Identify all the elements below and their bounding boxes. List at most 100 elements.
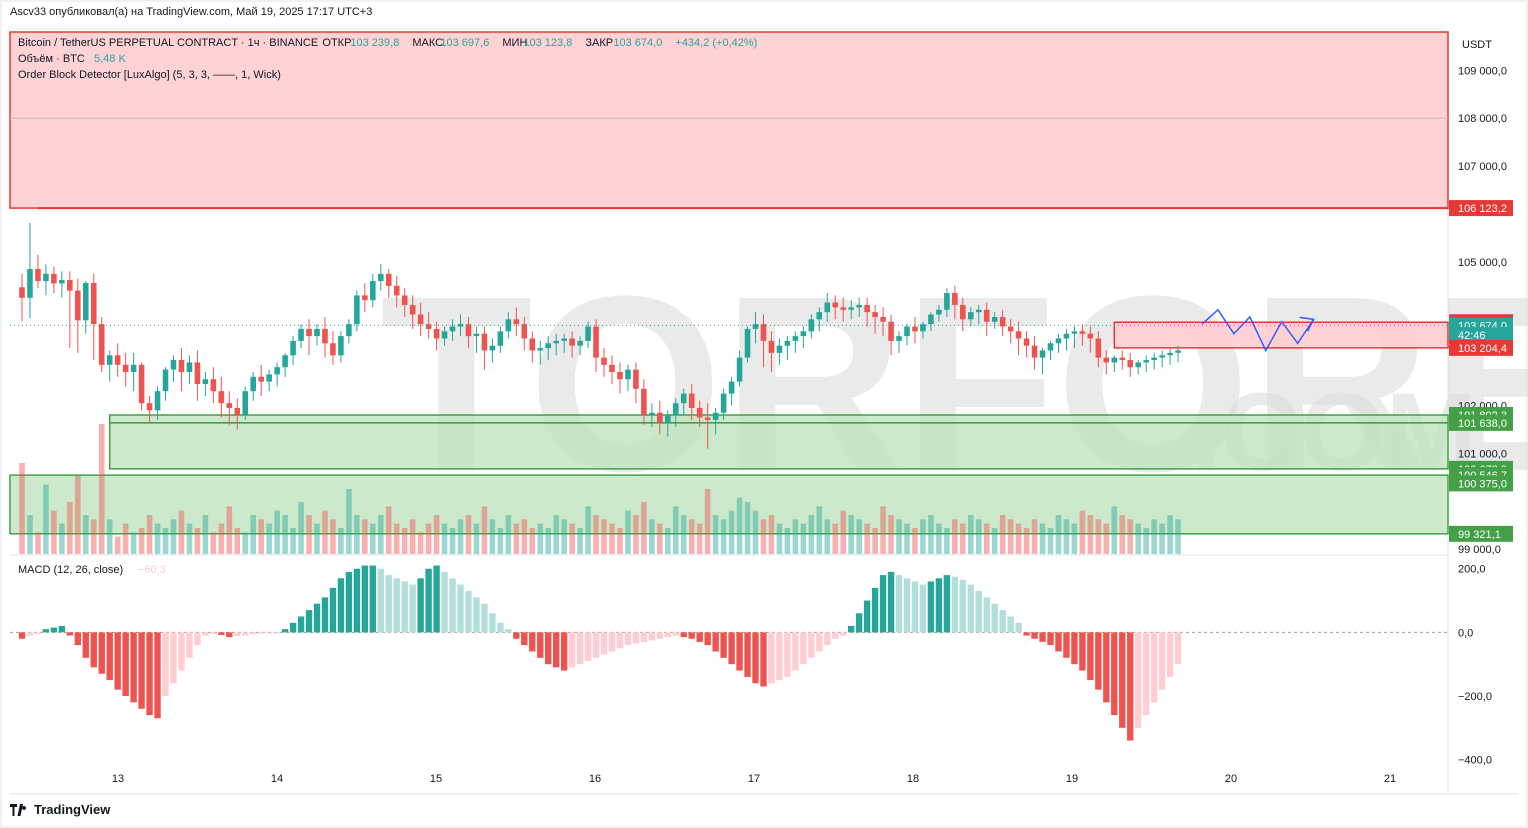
macd-histogram-bar <box>895 575 903 633</box>
volume-bar <box>601 519 607 554</box>
candle-body <box>808 319 815 332</box>
macd-histogram-bar <box>553 632 560 668</box>
volume-bar <box>840 510 847 554</box>
macd-histogram-bar <box>521 632 528 646</box>
candle-body <box>282 355 288 368</box>
volume-bar <box>433 515 440 554</box>
volume-bar <box>75 476 81 554</box>
price-tick-label: 107 000,0 <box>1458 161 1507 173</box>
macd-histogram-bar <box>919 584 927 633</box>
volume-bar <box>210 532 217 554</box>
macd-histogram-bar <box>688 632 695 639</box>
macd-histogram-bar <box>927 581 935 633</box>
macd-histogram-bar <box>1047 632 1054 646</box>
volume-bar <box>1151 519 1157 554</box>
tradingview-logo-icon <box>10 803 27 816</box>
candle-body <box>1031 345 1038 358</box>
macd-histogram-bar <box>1055 632 1062 652</box>
volume-bar <box>649 519 655 554</box>
candle-body <box>19 287 25 298</box>
macd-histogram-bar <box>680 632 687 638</box>
macd-histogram-bar <box>832 632 839 639</box>
macd-histogram-bar <box>1031 632 1038 639</box>
macd-histogram-bar <box>337 578 345 633</box>
volume-bar <box>577 528 583 554</box>
candle-body <box>760 324 767 341</box>
volume-bar <box>59 523 65 554</box>
candle-body <box>704 417 711 420</box>
tradingview-footer[interactable]: TradingView <box>10 802 110 817</box>
macd-histogram-bar <box>186 632 193 658</box>
macd-histogram-bar <box>776 632 783 681</box>
candle-body <box>98 324 105 365</box>
macd-histogram-bar <box>1103 632 1110 703</box>
price-label-badge <box>1449 414 1513 431</box>
macd-histogram-bar <box>513 632 520 639</box>
legend: Bitcoin / TetherUS PERPETUAL CONTRACT · … <box>18 37 757 576</box>
volume-bar <box>497 528 504 554</box>
macd-histogram-bar <box>712 632 719 652</box>
volume-bar <box>298 502 304 554</box>
candle-body <box>1007 326 1014 332</box>
volume-bar <box>864 523 870 554</box>
candle-body <box>1159 355 1165 358</box>
candle-body <box>888 321 894 341</box>
volume-bar <box>800 523 807 554</box>
price-label-badge <box>1449 525 1513 542</box>
macd-histogram-bar <box>983 597 990 633</box>
volume-bar <box>290 528 296 554</box>
candle-body <box>178 360 185 373</box>
volume-bar <box>473 523 480 554</box>
volume-bar <box>617 528 623 554</box>
candle-body <box>848 307 854 310</box>
candle-body <box>51 273 57 284</box>
price-label-badge <box>1449 200 1513 217</box>
candle-body <box>409 304 416 315</box>
macd-histogram-bar <box>226 632 233 638</box>
macd-histogram-bar <box>369 565 376 633</box>
volume-bar <box>186 523 193 554</box>
candle-body <box>425 324 432 329</box>
macd-histogram-bar <box>106 632 113 681</box>
candle-body <box>912 326 918 332</box>
volume-bar <box>657 523 663 554</box>
candle-body <box>752 324 759 329</box>
candle-body <box>218 391 225 404</box>
price-tick-label: 101 000,0 <box>1458 448 1507 460</box>
macd-histogram-bar <box>114 632 121 690</box>
volume-bar <box>449 528 456 554</box>
volume-bar <box>425 523 432 554</box>
projection-arrow-icon <box>1299 316 1315 332</box>
projection-path <box>1201 308 1315 353</box>
volume-bar <box>194 528 201 554</box>
volume-bar <box>1063 519 1070 554</box>
macd-histogram-bar <box>616 632 624 649</box>
volume-bar <box>625 510 631 554</box>
candle-body <box>298 328 304 341</box>
candle-body <box>338 336 344 356</box>
candle-body <box>377 273 384 282</box>
candle-body <box>385 273 392 286</box>
candle-body <box>1023 338 1030 346</box>
legend-macd-value: −60,3 <box>138 564 166 576</box>
candle-body <box>529 338 536 351</box>
macd-histogram-bar <box>1174 632 1182 665</box>
volume-bar <box>154 523 161 554</box>
volume-bar <box>872 528 878 554</box>
candle-body <box>864 304 870 313</box>
volume-bar <box>90 519 97 554</box>
volume-bar <box>130 532 137 554</box>
macd-histogram-bar <box>935 578 943 633</box>
candle-body <box>393 285 400 296</box>
macd-histogram-bar <box>1127 632 1134 741</box>
candle-body <box>688 393 695 408</box>
volume-bar <box>633 515 639 554</box>
order-block-bearish <box>9 31 1449 209</box>
volume-bar <box>569 523 575 554</box>
volume-bar <box>362 519 368 554</box>
macd-histogram-bar <box>321 597 329 633</box>
volume-bar <box>672 506 679 554</box>
legend-ohlc-value: 103 697,6 <box>440 37 489 49</box>
candle-body <box>736 357 743 382</box>
